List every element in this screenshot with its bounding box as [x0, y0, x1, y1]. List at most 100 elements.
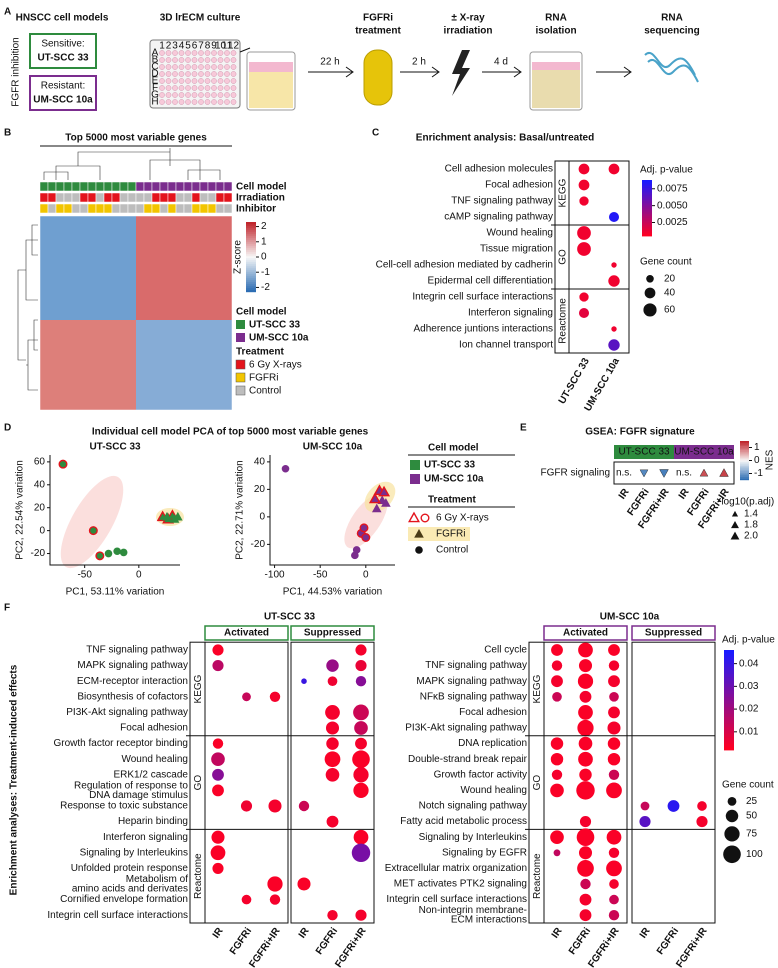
well	[191, 92, 198, 98]
well	[211, 50, 217, 56]
legend-swatch	[410, 460, 420, 470]
colorbar-step	[724, 730, 734, 734]
colorbar-step	[724, 713, 734, 718]
colorbar-step	[246, 236, 256, 239]
annotation-cell	[119, 192, 129, 203]
legend-title: Treatment	[428, 495, 476, 506]
ns-label: n.s.	[616, 468, 632, 479]
dot	[608, 847, 620, 859]
well	[230, 71, 237, 77]
dot	[550, 737, 564, 750]
sensitive-box	[29, 33, 97, 69]
colorbar-tick-label: 0.0075	[657, 183, 688, 194]
colorbar-title: Z-score	[233, 240, 244, 274]
pill	[363, 49, 393, 106]
dot	[324, 751, 341, 768]
top-dendrogram	[43, 148, 221, 180]
well	[224, 92, 230, 98]
well	[230, 99, 237, 105]
row-label: Epidermal cell differentiation	[428, 276, 553, 287]
dot	[211, 830, 225, 844]
row-label: Growth factor activity	[434, 769, 527, 780]
colorbar-step	[724, 680, 734, 684]
annotation-cell	[183, 203, 193, 214]
point	[378, 485, 391, 497]
colorbar-step	[724, 696, 734, 701]
colorbar-step	[740, 441, 749, 443]
colorbar-tick-label: -1	[261, 267, 270, 278]
annotation-cell	[95, 192, 105, 203]
well	[204, 85, 211, 91]
y-tick-label: 0	[259, 512, 265, 523]
size-key-label: 60	[664, 305, 676, 316]
panel-title: Top 5000 most variable genes	[65, 133, 207, 144]
plate-row: G	[151, 90, 159, 101]
header-box	[204, 625, 289, 641]
step-title: RNA	[545, 13, 567, 24]
point	[113, 547, 121, 556]
colorbar-tick-label: 0	[261, 252, 267, 263]
point	[88, 526, 98, 536]
dot	[576, 781, 595, 800]
dot	[609, 879, 619, 889]
row-label: Unfolded protein response	[71, 863, 189, 874]
legend-swatch	[235, 359, 246, 370]
colorbar-step	[724, 683, 734, 688]
dot	[326, 737, 339, 750]
colorbar-step	[246, 232, 256, 235]
dot	[611, 326, 617, 332]
well	[159, 50, 165, 56]
well	[185, 57, 191, 63]
y-tick-label: 20	[254, 484, 266, 495]
dot	[212, 738, 224, 749]
colorbar-tick-label: 1	[754, 442, 760, 453]
row-label: Focal adhesion	[485, 180, 553, 191]
rna-helix	[644, 51, 699, 83]
annotation-cell	[159, 181, 169, 192]
dot	[210, 845, 226, 861]
plate-col: 10	[215, 41, 227, 52]
zoom-line	[239, 47, 251, 53]
well	[217, 64, 224, 70]
annotation-label: Cell model	[236, 182, 287, 193]
colorbar-step	[246, 268, 256, 271]
colorbar-step	[246, 230, 256, 233]
plate-col: 4	[179, 41, 185, 52]
colorbar-step	[724, 720, 734, 724]
size-key	[730, 531, 740, 540]
dot	[578, 705, 593, 720]
dot	[607, 721, 621, 735]
annotation-cell	[127, 203, 137, 214]
annotation-cell	[71, 203, 81, 214]
well	[191, 78, 198, 84]
column-header: Suppressed	[645, 628, 702, 639]
colorbar-step	[642, 221, 652, 224]
colorbar-step	[246, 286, 256, 289]
dot	[607, 737, 621, 750]
model-header: UT-SCC 33	[618, 447, 670, 458]
well	[185, 64, 191, 70]
colorbar-tick-label: 1	[261, 236, 267, 247]
well	[191, 57, 198, 63]
dot	[301, 678, 307, 684]
colorbar-step	[246, 242, 256, 245]
colorbar-step	[642, 204, 652, 207]
point	[119, 548, 128, 557]
colorbar-step	[246, 244, 256, 247]
dot	[608, 275, 620, 287]
triangle	[639, 469, 649, 478]
dot	[608, 660, 620, 671]
dot	[606, 860, 622, 877]
well	[224, 85, 230, 91]
row-label: Regulation of response to	[74, 780, 188, 791]
column-header: Activated	[224, 628, 269, 639]
point	[381, 498, 391, 507]
dot	[297, 877, 311, 891]
colorbar-step	[724, 676, 734, 681]
row-label: Wound healing	[486, 228, 553, 239]
y-tick-label: 40	[254, 457, 266, 468]
well	[230, 64, 237, 70]
colorbar-step	[724, 746, 734, 751]
well	[178, 99, 185, 105]
point	[104, 549, 113, 558]
